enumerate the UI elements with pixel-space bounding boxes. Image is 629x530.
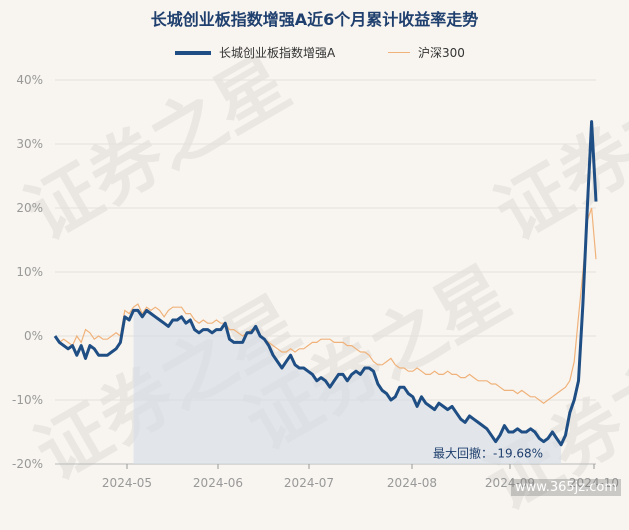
y-tick-label: 20% (16, 201, 43, 215)
chart-title: 长城创业板指数增强A近6个月累计收益率走势 (150, 10, 479, 29)
x-tick-label: 2024-05 (102, 476, 152, 490)
legend-swatch-fund (175, 50, 211, 55)
y-tick-label: -20% (12, 457, 43, 471)
x-tick-label: 2024-08 (387, 476, 437, 490)
legend-swatch-index (388, 51, 410, 54)
y-tick-label: -10% (12, 393, 43, 407)
y-tick-label: 30% (16, 137, 43, 151)
x-tick-label: 2024-07 (284, 476, 334, 490)
chart-svg: 40% 30% 20% 10% 0% -10% -20% 2024-05 2024-06 2024… (12, 73, 619, 490)
max-drawdown-area (133, 310, 562, 464)
chart-legend: 长城创业板指数增强A 沪深300 (0, 44, 629, 64)
max-drawdown-label: 最大回撤：-19.68% (433, 446, 543, 461)
series-line-index (54, 207, 597, 404)
x-tick-label: 2024-09 (485, 476, 535, 490)
legend-item-fund[interactable]: 长城创业板指数增强A (175, 44, 335, 61)
x-tick-label: 2024-06 (193, 476, 243, 490)
y-tick-label: 0% (24, 329, 43, 343)
legend-label-index: 沪深300 (418, 46, 465, 60)
footer-watermark: www.365jz.com (511, 479, 621, 496)
x-tick-label: 2024-10 (569, 476, 619, 490)
y-tick-label: 10% (16, 265, 43, 279)
legend-item-index[interactable]: 沪深300 (388, 44, 465, 61)
legend-label-fund: 长城创业板指数增强A (219, 46, 336, 60)
series-line-fund (53, 120, 598, 447)
y-tick-label: 40% (16, 73, 43, 87)
